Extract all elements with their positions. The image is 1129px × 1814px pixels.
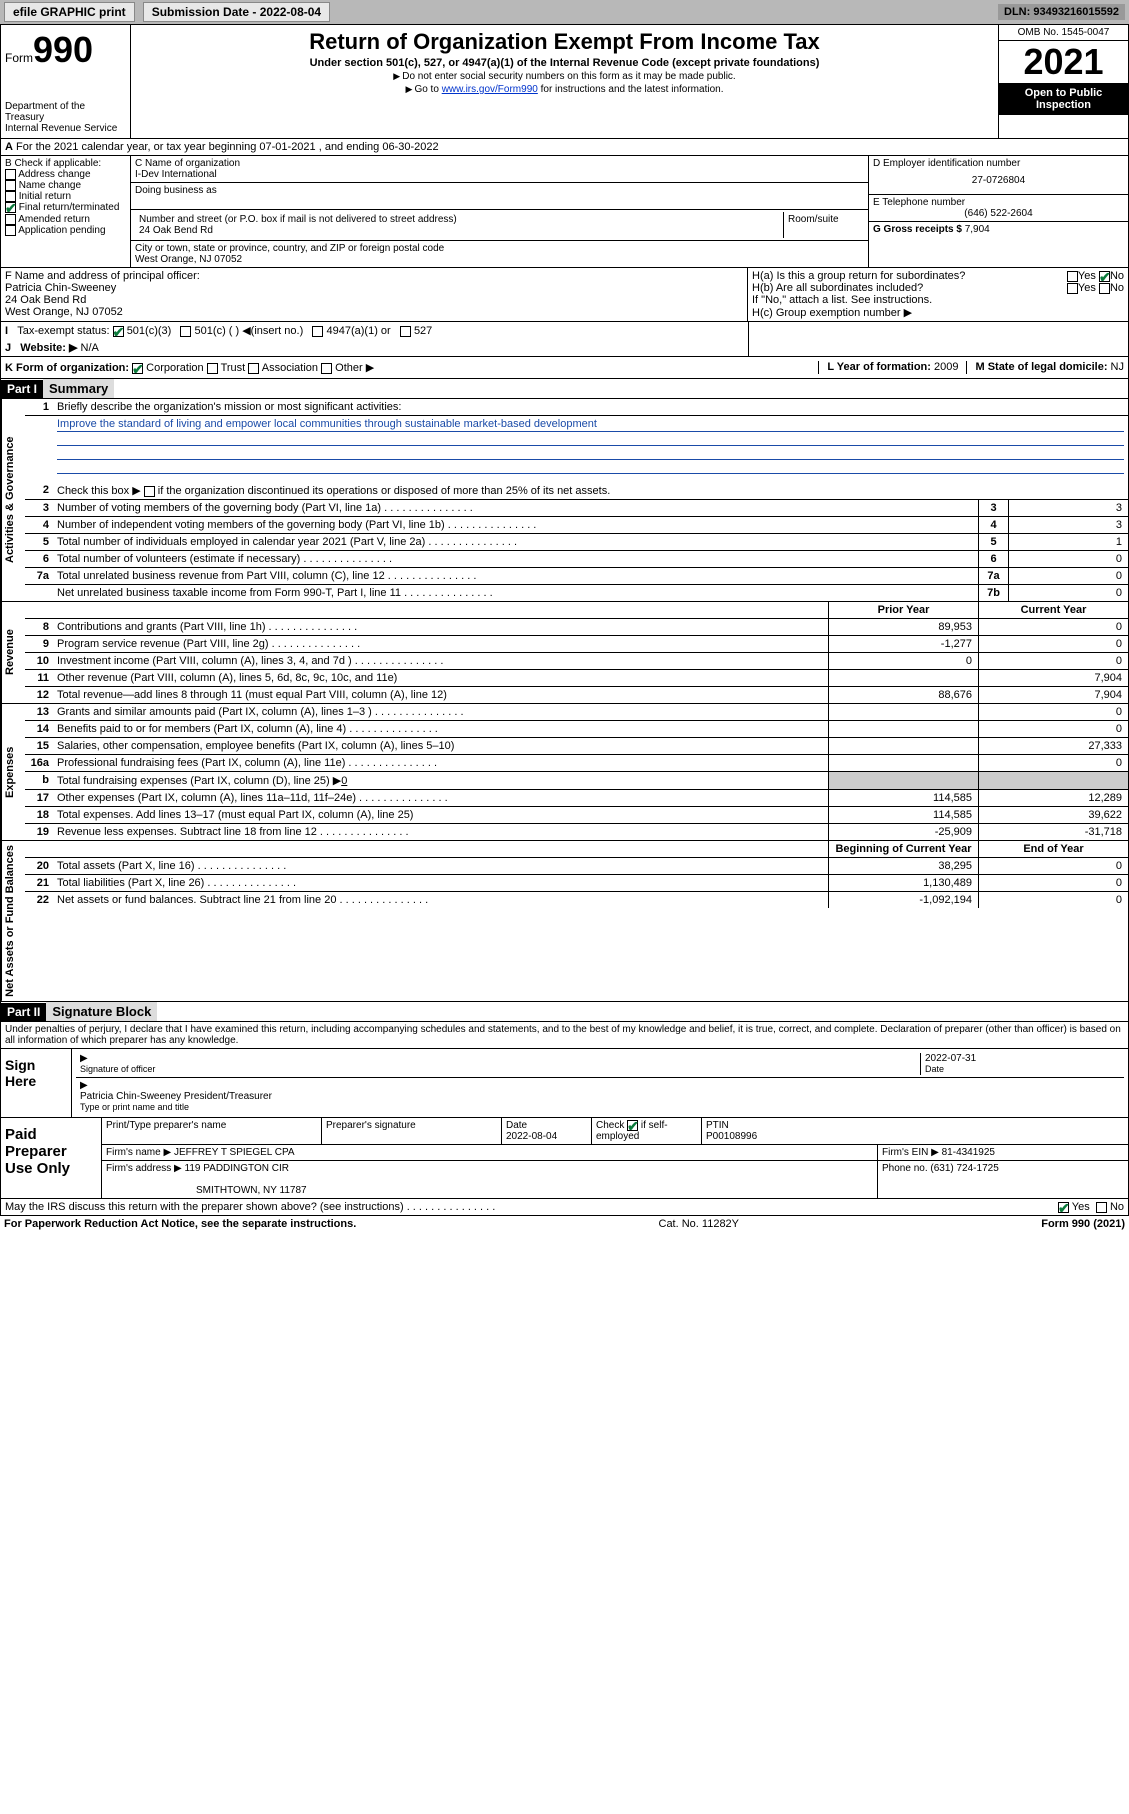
cb-amended: Amended return: [5, 214, 126, 225]
box-i: I Tax-exempt status: 501(c)(3) 501(c) ( …: [1, 322, 748, 356]
tel-row: E Telephone number (646) 522-2604: [869, 195, 1128, 222]
vtab-governance: Activities & Governance: [1, 399, 25, 601]
street-address: 24 Oak Bend Rd: [139, 225, 779, 236]
perjury-declaration: Under penalties of perjury, I declare th…: [1, 1022, 1128, 1048]
cb-app: Application pending: [5, 225, 126, 236]
cb-final: Final return/terminated: [5, 202, 126, 213]
efile-button[interactable]: efile GRAPHIC print: [4, 2, 135, 22]
org-name-row: C Name of organization I-Dev Internation…: [131, 156, 868, 183]
form-subtitle: Under section 501(c), 527, or 4947(a)(1)…: [139, 57, 990, 69]
expenses-section: Expenses 13Grants and similar amounts pa…: [0, 704, 1129, 841]
page-footer: For Paperwork Reduction Act Notice, see …: [0, 1216, 1129, 1232]
part2-header: Part IISignature Block: [0, 1002, 1129, 1022]
city-state-zip: West Orange, NJ 07052: [135, 254, 864, 265]
box-l: L Year of formation: 2009: [818, 361, 958, 374]
top-toolbar: efile GRAPHIC print Submission Date - 20…: [0, 0, 1129, 24]
note-ssn: Do not enter social security numbers on …: [139, 71, 990, 82]
signature-block: Under penalties of perjury, I declare th…: [0, 1022, 1129, 1199]
box-k: K Form of organization: Corporation Trus…: [5, 361, 374, 374]
officer-addr2: West Orange, NJ 07052: [5, 306, 743, 318]
box-h: H(a) Is this a group return for subordin…: [748, 268, 1128, 321]
row-ij: I Tax-exempt status: 501(c)(3) 501(c) ( …: [0, 322, 1129, 357]
box-f: F Name and address of principal officer:…: [1, 268, 748, 321]
officer-addr1: 24 Oak Bend Rd: [5, 294, 743, 306]
val-6: 0: [1008, 551, 1128, 567]
form-number: Form990: [5, 29, 126, 71]
ein-value: 27-0726804: [873, 169, 1124, 192]
website-value: N/A: [81, 342, 99, 354]
discuss-row: May the IRS discuss this return with the…: [0, 1199, 1129, 1216]
gross-receipts: 7,904: [965, 224, 990, 235]
row-klm: K Form of organization: Corporation Trus…: [0, 357, 1129, 379]
row-fh: F Name and address of principal officer:…: [0, 268, 1129, 322]
tax-year: 2021: [999, 41, 1128, 83]
officer-name: Patricia Chin-Sweeney: [5, 282, 743, 294]
box-c: C Name of organization I-Dev Internation…: [131, 156, 868, 267]
box-h-bottom: [748, 322, 1128, 356]
cb-address: Address change: [5, 169, 126, 180]
box-m: M State of legal domicile: NJ: [966, 361, 1124, 374]
ein-row: D Employer identification number 27-0726…: [869, 156, 1128, 195]
header-right: OMB No. 1545-0047 2021 Open to Public In…: [998, 25, 1128, 138]
subdate-label: Submission Date -: [152, 5, 260, 19]
part1-header: Part ISummary: [0, 379, 1129, 399]
val-7a: 0: [1008, 568, 1128, 584]
vtab-netassets: Net Assets or Fund Balances: [1, 841, 25, 1001]
netassets-section: Net Assets or Fund Balances Beginning of…: [0, 841, 1129, 1002]
dept-text: Department of the Treasury Internal Reve…: [5, 101, 126, 134]
box-deg: D Employer identification number 27-0726…: [868, 156, 1128, 267]
sign-here-row: Sign Here ▶Signature of officer2022-07-3…: [1, 1048, 1128, 1117]
open-public-badge: Open to Public Inspection: [999, 83, 1128, 115]
omb-number: OMB No. 1545-0047: [999, 25, 1128, 41]
officer-name-title: Patricia Chin-Sweeney President/Treasure…: [80, 1091, 272, 1102]
firm-name: JEFFREY T SPIEGEL CPA: [174, 1147, 295, 1158]
tel-value: (646) 522-2604: [873, 208, 1124, 219]
val-3: 3: [1008, 500, 1128, 516]
val-7b: 0: [1008, 585, 1128, 601]
dba-row: Doing business as: [131, 183, 868, 210]
org-name: I-Dev International: [135, 169, 864, 180]
vtab-expenses: Expenses: [1, 704, 25, 840]
governance-section: Activities & Governance 1Briefly describ…: [0, 399, 1129, 602]
tax-period: A For the 2021 calendar year, or tax yea…: [0, 139, 1129, 156]
paid-preparer-row: Paid Preparer Use Only Print/Type prepar…: [1, 1117, 1128, 1198]
submission-date-button[interactable]: Submission Date - 2022-08-04: [143, 2, 330, 22]
dln-badge: DLN: 93493216015592: [998, 4, 1125, 20]
cb-name: Name change: [5, 180, 126, 191]
box-b-label: B Check if applicable:: [5, 158, 126, 169]
revenue-section: Revenue Prior YearCurrent Year 8Contribu…: [0, 602, 1129, 704]
city-row: City or town, state or province, country…: [131, 241, 868, 267]
header-left: Form990 Department of the Treasury Inter…: [1, 25, 131, 138]
val-4: 3: [1008, 517, 1128, 533]
vtab-revenue: Revenue: [1, 602, 25, 703]
cb-initial: Initial return: [5, 191, 126, 202]
form-title: Return of Organization Exempt From Incom…: [139, 29, 990, 55]
irs-link[interactable]: www.irs.gov/Form990: [442, 84, 538, 95]
header-mid: Return of Organization Exempt From Incom…: [131, 25, 998, 138]
gross-row: G Gross receipts $ 7,904: [869, 222, 1128, 237]
sig-date: 2022-07-31: [925, 1053, 976, 1064]
ptin: P00108996: [706, 1131, 757, 1142]
mission-text: Improve the standard of living and empow…: [25, 416, 1128, 482]
section-bcd: B Check if applicable: Address change Na…: [0, 156, 1129, 268]
subdate-value: 2022-08-04: [260, 5, 321, 19]
note-link: Go to www.irs.gov/Form990 for instructio…: [139, 84, 990, 95]
val-5: 1: [1008, 534, 1128, 550]
addr-row: Number and street (or P.O. box if mail i…: [131, 210, 868, 241]
box-b: B Check if applicable: Address change Na…: [1, 156, 131, 267]
form-header: Form990 Department of the Treasury Inter…: [0, 24, 1129, 139]
